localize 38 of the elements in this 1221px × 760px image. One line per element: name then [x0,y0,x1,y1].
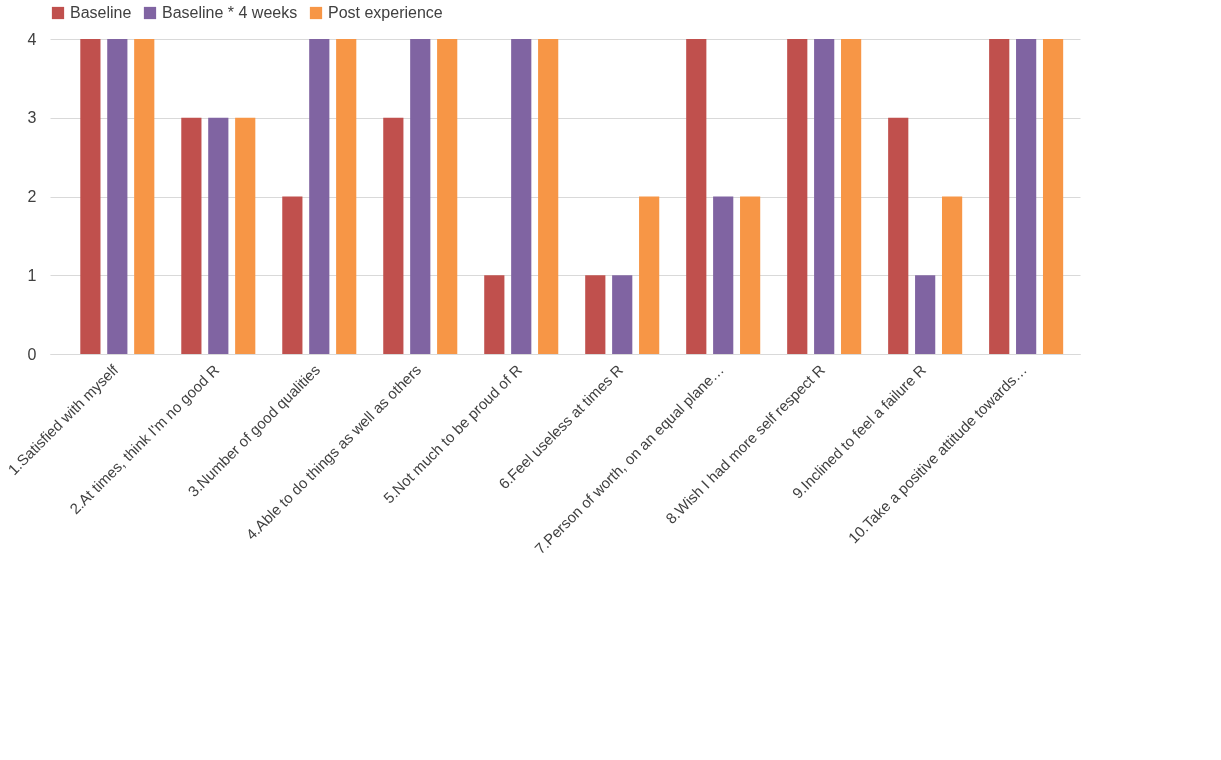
bar [941,196,963,354]
bar [713,196,734,354]
bar [80,39,101,354]
bar [437,39,458,354]
bar [235,117,256,354]
bar [336,39,357,354]
bar [309,39,330,354]
bar [888,117,909,354]
bar [538,39,559,354]
legend-label: Baseline [70,4,132,21]
bar [1042,39,1064,354]
bar [686,39,707,354]
bar [208,117,229,354]
y-tick-label: 3 [27,109,37,127]
bar [107,39,128,354]
bar [282,196,303,354]
bar [612,275,633,354]
bar [639,196,660,354]
bar [410,39,431,354]
y-tick-label: 1 [27,266,37,284]
bar [484,275,505,354]
legend-label: Post experience [328,4,443,21]
bar [841,39,862,354]
bar [585,275,606,354]
bar [181,117,202,354]
y-tick-label: 4 [27,30,37,48]
bar [787,39,808,354]
bar [511,39,532,354]
bar [134,39,155,354]
bar [740,196,761,354]
bar [1016,39,1037,354]
y-tick-label: 2 [27,188,37,205]
bar [383,117,404,354]
legend-label: Baseline * 4 weeks [162,4,298,21]
bar [915,275,936,354]
bar [814,39,835,354]
bar [989,39,1010,354]
y-tick-label: 0 [27,345,37,363]
